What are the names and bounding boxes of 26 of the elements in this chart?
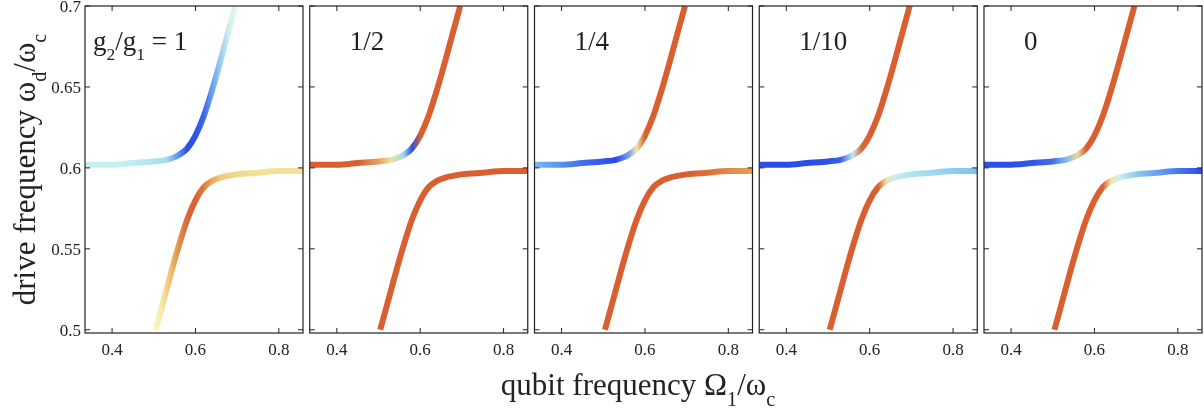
x-axis-title: qubit frequency Ω$_{1}$/ω$_{c}$ — [500, 367, 776, 409]
x-tick-label: 0.6 — [184, 340, 207, 359]
y-tick-label: 0.55 — [51, 239, 81, 259]
x-tick-label: 0.4 — [101, 340, 124, 359]
annotation: g$_{2}$/g$_{1}$ = 1 — [93, 26, 188, 64]
y-tick-label: 0.5 — [59, 320, 81, 340]
y-tick-label: 0.6 — [59, 158, 81, 178]
x-tick-label: 0.6 — [859, 340, 881, 359]
x-tick-label: 0.6 — [1083, 340, 1106, 359]
annotation: 1/4 — [574, 26, 610, 56]
annotation: 0 — [1024, 26, 1038, 56]
x-tick-label: 0.4 — [326, 340, 348, 359]
x-tick-label: 0.8 — [268, 340, 290, 359]
y-tick-label: 0.65 — [51, 77, 81, 97]
x-tick-label: 0.4 — [1000, 340, 1023, 359]
x-tick-label: 0.8 — [1167, 340, 1189, 359]
x-tick-label: 0.4 — [775, 340, 798, 359]
y-tick-label: 0.7 — [59, 0, 82, 16]
x-tick-label: 0.6 — [409, 340, 431, 359]
x-tick-label: 0.8 — [492, 340, 515, 359]
x-tick-label: 0.6 — [634, 340, 656, 359]
annotation: 1/10 — [799, 26, 848, 56]
x-tick-label: 0.8 — [942, 340, 964, 359]
x-tick-label: 0.4 — [550, 340, 573, 359]
x-tick-label: 0.8 — [717, 340, 739, 359]
annotation: 1/2 — [349, 26, 385, 56]
